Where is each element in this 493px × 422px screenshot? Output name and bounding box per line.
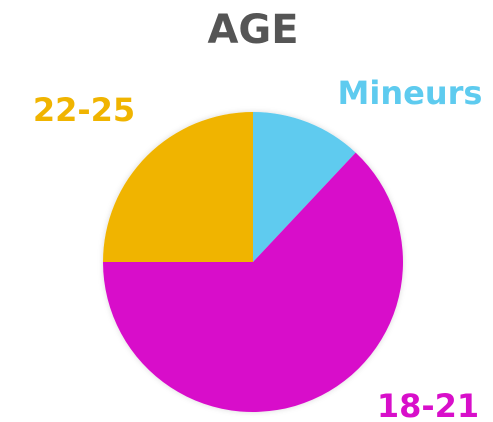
slice-label: Mineurs bbox=[338, 74, 483, 112]
pie-slice bbox=[253, 112, 356, 262]
pie-slice bbox=[103, 152, 403, 413]
slice-label: 18-21 bbox=[377, 387, 479, 422]
chart-title: AGE bbox=[207, 7, 298, 53]
slice-label: 22-25 bbox=[33, 91, 135, 129]
pie bbox=[103, 112, 403, 413]
pie-slice bbox=[103, 112, 253, 262]
